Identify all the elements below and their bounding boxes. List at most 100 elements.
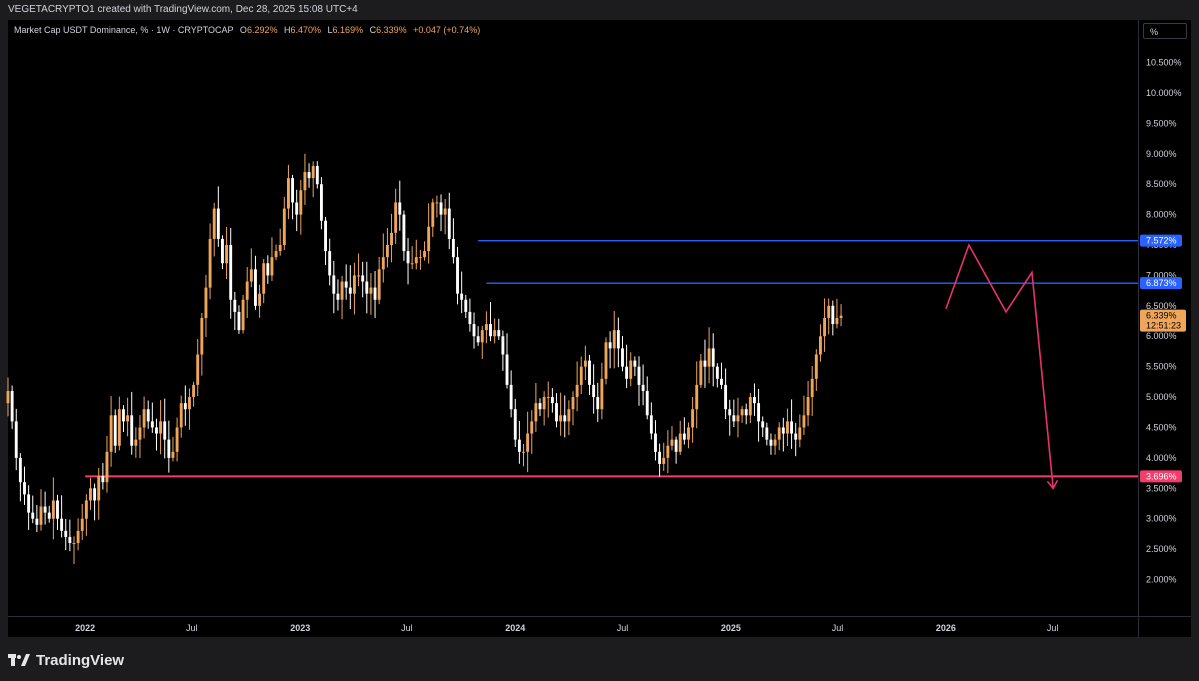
candle-body bbox=[249, 269, 253, 282]
candle-body bbox=[777, 427, 781, 440]
candle bbox=[781, 417, 785, 452]
candle-body bbox=[484, 324, 488, 331]
candle-body bbox=[588, 360, 591, 385]
candle bbox=[138, 415, 142, 458]
candle-body bbox=[208, 238, 212, 288]
candle bbox=[344, 264, 348, 300]
candle bbox=[130, 391, 134, 455]
candle bbox=[831, 300, 835, 336]
candle-body bbox=[159, 421, 163, 434]
candle-body bbox=[823, 318, 827, 337]
candle bbox=[237, 305, 241, 334]
candle-body bbox=[282, 208, 286, 246]
time-axis[interactable]: 2022 Jul 2023 Jul 2024 Jul 2025 Jul 2026 Jul bbox=[75, 623, 1058, 633]
tradingview-logo-icon bbox=[8, 654, 30, 666]
candle-body bbox=[649, 415, 653, 434]
candle-body bbox=[480, 330, 484, 343]
candle-body bbox=[773, 439, 777, 446]
tradingview-logo[interactable]: TradingView bbox=[8, 649, 124, 671]
candle-body bbox=[105, 451, 109, 483]
candle bbox=[575, 361, 579, 412]
candle bbox=[703, 339, 707, 388]
candle bbox=[666, 430, 670, 473]
candle-body bbox=[113, 415, 117, 446]
candle bbox=[357, 253, 360, 287]
candle-body bbox=[410, 263, 414, 265]
open-value: 6.292% bbox=[246, 25, 278, 35]
candle-body bbox=[682, 433, 686, 440]
candle-body bbox=[406, 251, 410, 264]
candle bbox=[534, 383, 538, 432]
y-tick-label: 9.500% bbox=[1146, 118, 1177, 128]
candle bbox=[192, 381, 196, 407]
candle-body bbox=[810, 378, 814, 398]
x-tick-label: 2024 bbox=[505, 623, 525, 633]
y-tick-label: 6.500% bbox=[1146, 301, 1177, 311]
candle-body bbox=[315, 165, 319, 185]
percent-scale-button[interactable]: % bbox=[1143, 23, 1187, 39]
candle bbox=[757, 388, 761, 442]
candle bbox=[530, 410, 534, 454]
candle-body bbox=[757, 403, 761, 422]
y-tick-label: 2.500% bbox=[1146, 544, 1177, 554]
candle bbox=[336, 279, 340, 311]
candle-body bbox=[352, 275, 356, 294]
candle-body bbox=[398, 202, 402, 215]
candle bbox=[592, 364, 596, 414]
candle bbox=[604, 337, 608, 385]
candle-body bbox=[550, 397, 554, 404]
candle bbox=[695, 361, 699, 429]
candle bbox=[588, 354, 591, 396]
candle bbox=[171, 436, 175, 462]
candle-body bbox=[274, 251, 278, 258]
level-price-label: 7.572% bbox=[1146, 236, 1177, 246]
candle-body bbox=[241, 299, 245, 331]
candle bbox=[183, 385, 187, 426]
change-value: +0.047 (+0.74%) bbox=[413, 25, 481, 35]
candle-body bbox=[715, 366, 719, 379]
candle-body bbox=[361, 275, 365, 282]
candle bbox=[431, 198, 435, 237]
candle-body bbox=[192, 384, 196, 398]
candle bbox=[225, 226, 229, 280]
candle-body bbox=[377, 269, 381, 300]
symbol-title: Market Cap USDT Dominance, % · 1W · CRYP… bbox=[14, 25, 234, 35]
candle-body bbox=[299, 190, 303, 215]
candle-body bbox=[262, 263, 266, 294]
brand-name: TradingView bbox=[36, 651, 125, 669]
candle bbox=[427, 203, 431, 264]
candle-body bbox=[303, 172, 307, 191]
candle-body bbox=[18, 457, 22, 483]
candle bbox=[451, 218, 455, 264]
candle bbox=[43, 491, 47, 525]
candle bbox=[612, 311, 616, 369]
price-labels: 7.572% 6.873% 3.696% 6.339%12:51:23 bbox=[1140, 234, 1186, 483]
candle-body bbox=[736, 415, 740, 422]
candle-body bbox=[732, 415, 736, 422]
bar-countdown-label: 12:51:23 bbox=[1146, 321, 1181, 331]
candle bbox=[711, 333, 715, 387]
candle-body bbox=[196, 354, 200, 385]
candle bbox=[249, 248, 253, 288]
candle bbox=[188, 388, 191, 430]
high-value: 6.470% bbox=[290, 25, 322, 35]
candle-body bbox=[278, 245, 282, 252]
candle bbox=[105, 435, 109, 493]
candle bbox=[295, 189, 299, 232]
candle bbox=[394, 188, 398, 244]
candle bbox=[687, 422, 690, 449]
candle-body bbox=[542, 397, 546, 410]
candle-body bbox=[802, 415, 806, 428]
candle-body bbox=[839, 315, 843, 318]
candle bbox=[406, 238, 410, 285]
candle bbox=[352, 262, 356, 315]
projection-drawing[interactable] bbox=[945, 243, 1059, 490]
candle bbox=[221, 235, 224, 270]
candle-body bbox=[662, 457, 666, 464]
x-tick-label: 2022 bbox=[75, 623, 95, 633]
candle-body bbox=[612, 330, 616, 349]
candle bbox=[567, 400, 571, 436]
chart-panel[interactable] bbox=[8, 20, 1191, 637]
candle bbox=[72, 536, 76, 565]
